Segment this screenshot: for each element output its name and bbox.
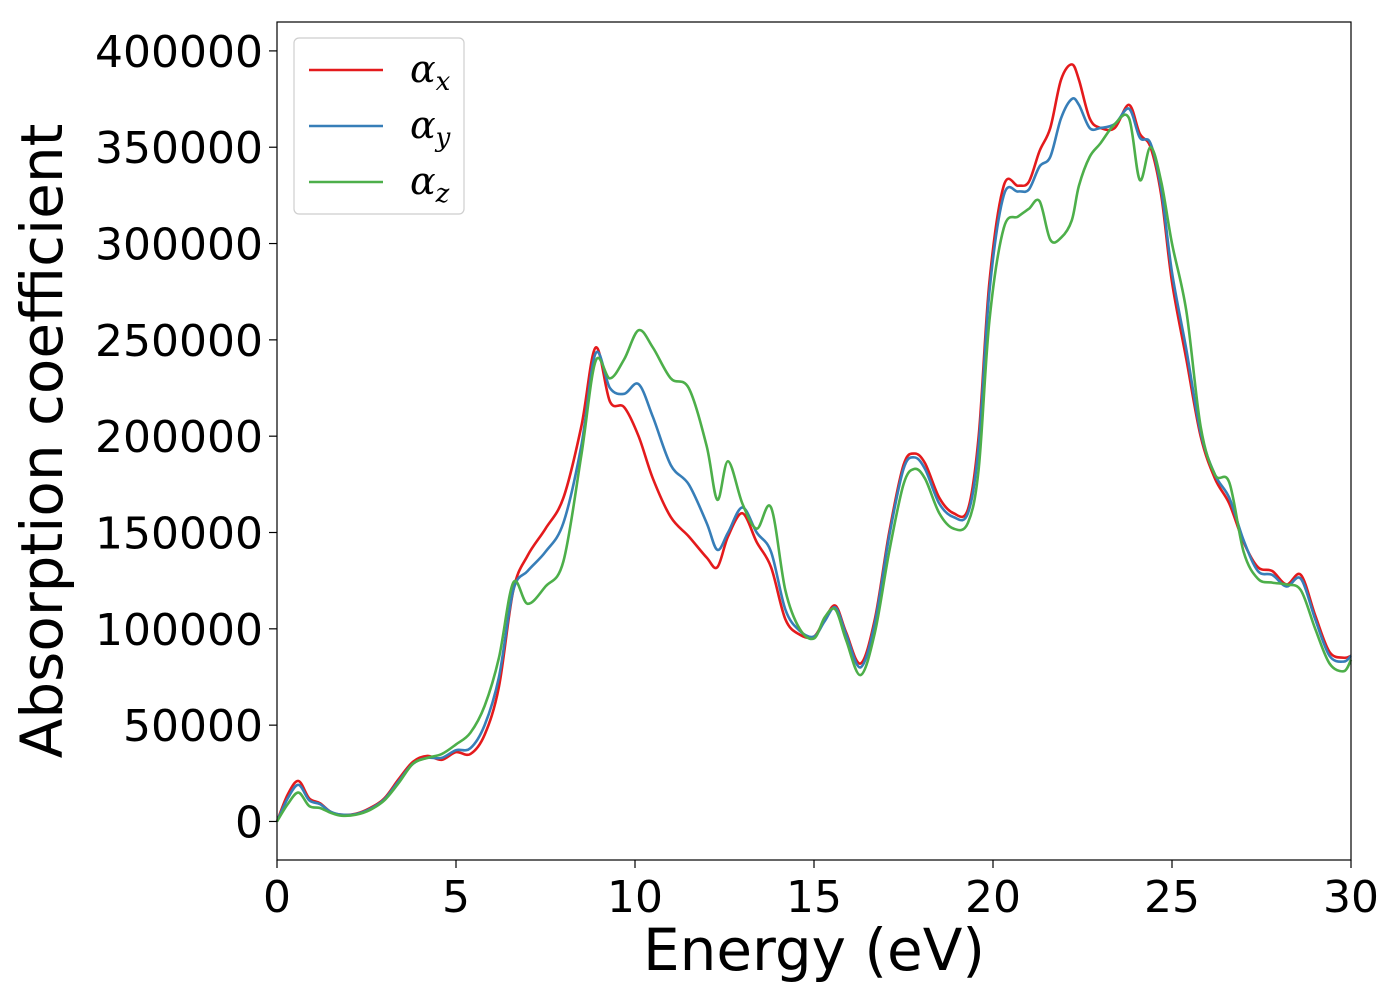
x-axis-label: Energy (eV)	[643, 916, 985, 984]
y-tick-label: 50000	[123, 701, 263, 752]
y-tick-label: 300000	[95, 220, 263, 271]
y-tick-label: 0	[235, 797, 263, 848]
x-tick-label: 25	[1144, 872, 1200, 923]
x-tick-label: 0	[263, 872, 291, 923]
legend-subscript: z	[435, 179, 450, 209]
legend-symbol: α	[410, 103, 436, 147]
series-line-y	[275, 97, 1352, 823]
legend-label-z: αz	[410, 159, 450, 209]
x-tick-label: 20	[965, 872, 1021, 923]
ticks-layer: 0 5 10 15 20 25 30 0 50000 100000 150000 200000 2500…	[95, 27, 1379, 923]
legend-symbol: α	[410, 159, 436, 203]
x-tick-label: 30	[1323, 872, 1379, 923]
x-tick-label: 5	[442, 872, 470, 923]
y-tick-label: 250000	[95, 316, 263, 367]
y-tick-label: 100000	[95, 605, 263, 656]
legend-subscript: x	[436, 67, 451, 97]
y-tick-label: 350000	[95, 123, 263, 174]
y-tick-label: 150000	[95, 509, 263, 560]
legend-label-x: αx	[410, 47, 451, 97]
y-tick-label: 400000	[95, 27, 263, 78]
x-tick-label: 10	[607, 872, 663, 923]
x-tick-label: 15	[786, 872, 842, 923]
series-layer	[275, 63, 1353, 823]
legend-subscript: y	[435, 123, 451, 153]
y-tick-label: 200000	[95, 412, 263, 463]
series-line-z	[275, 113, 1353, 823]
legend-label-y: αy	[410, 103, 451, 153]
legend-symbol: α	[410, 47, 436, 91]
y-axis-label: Absorption coefficient	[8, 124, 76, 759]
